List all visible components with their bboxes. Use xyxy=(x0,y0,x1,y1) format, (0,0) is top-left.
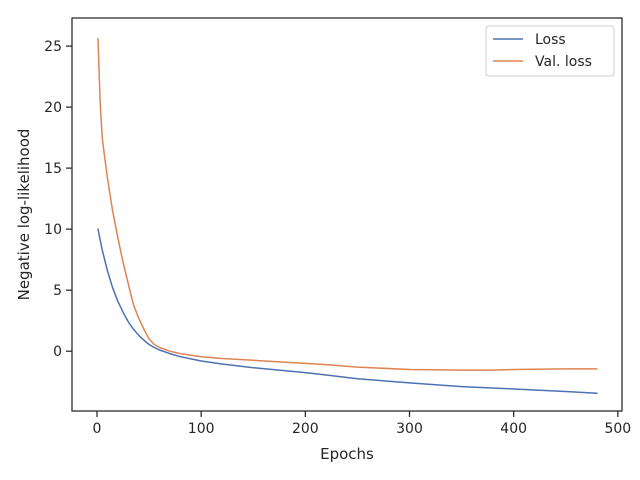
x-tick-label: 200 xyxy=(292,421,319,437)
legend: Loss Val. loss xyxy=(485,25,615,77)
y-tick-label: 15 xyxy=(44,161,62,177)
series-line-0 xyxy=(97,228,598,395)
series-line-1 xyxy=(97,37,598,371)
y-tick-label: 25 xyxy=(44,39,62,55)
y-tick-label: 0 xyxy=(53,344,62,360)
series-layer xyxy=(97,37,598,395)
legend-label-0: Loss xyxy=(535,32,566,48)
x-tick-label: 100 xyxy=(188,421,215,437)
x-tick-label: 400 xyxy=(500,421,527,437)
x-tick-label: 500 xyxy=(604,421,631,437)
legend-label-1: Val. loss xyxy=(535,54,592,70)
y-tick-label: 5 xyxy=(53,283,62,299)
x-tick-label: 0 xyxy=(93,421,102,437)
x-axis-title: Epochs xyxy=(320,445,374,463)
plot-frame xyxy=(71,17,623,412)
y-tick-label: 10 xyxy=(44,222,62,238)
x-tick-label: 300 xyxy=(396,421,423,437)
y-tick-label: 20 xyxy=(44,100,62,116)
ticks-layer: 0 100 200 300 400 500 0 5 10 15 20 25 xyxy=(44,39,631,437)
y-axis-title: Negative log-likelihood xyxy=(15,129,33,301)
